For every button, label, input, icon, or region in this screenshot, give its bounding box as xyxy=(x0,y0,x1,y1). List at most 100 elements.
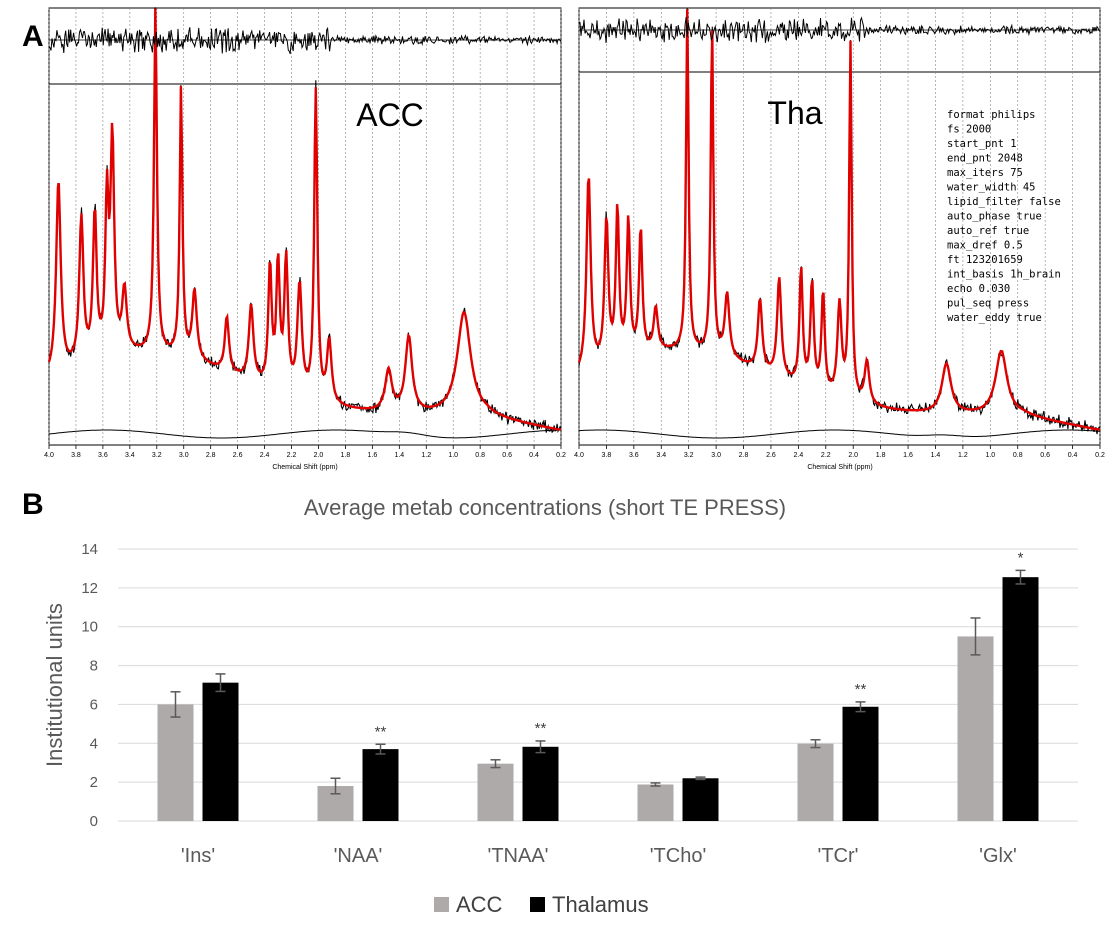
ppm-tick-label: 1.2 xyxy=(958,452,968,459)
x-category-label: 'NAA' xyxy=(334,845,383,867)
ppm-tick-label: 1.6 xyxy=(903,452,913,459)
legend-swatch xyxy=(434,897,449,912)
y-tick-label: 12 xyxy=(81,580,98,597)
ppm-tick-label: 0.4 xyxy=(1068,452,1078,459)
acc-plot-frame xyxy=(48,7,562,446)
fit-parameter-line: end_pnt 2048 xyxy=(947,153,1023,165)
fit-parameter-line: water_width 45 xyxy=(947,182,1036,194)
acc-residual-trace xyxy=(48,26,562,55)
ppm-tick-label: 1.8 xyxy=(341,452,351,459)
ppm-tick-label: 0.6 xyxy=(1040,452,1050,459)
thalamus-bar xyxy=(682,778,719,821)
fit-parameter-line: int_basis 1h_brain xyxy=(947,269,1061,281)
fit-parameter-line: fs 2000 xyxy=(947,124,991,136)
thalamus-bar xyxy=(522,746,559,821)
tha-fit-trace xyxy=(577,9,1100,431)
y-gridlines xyxy=(118,548,1078,822)
panel-b-letter: B xyxy=(22,488,44,521)
ppm-tick-label: 0.8 xyxy=(1013,452,1023,459)
ppm-tick-label: 3.6 xyxy=(98,452,108,459)
ppm-tick-label: 4.0 xyxy=(44,452,54,459)
x-category-label: 'Ins' xyxy=(181,845,215,867)
ppm-tick-label: 1.4 xyxy=(394,452,404,459)
ppm-tick-label: 0.6 xyxy=(502,452,512,459)
fit-parameter-line: lipid_filter false xyxy=(947,196,1061,208)
x-category-label: 'Glx' xyxy=(979,845,1017,867)
legend-label: Thalamus xyxy=(552,892,649,917)
ppm-tick-label: 2.2 xyxy=(821,452,831,459)
y-tick-label: 8 xyxy=(90,658,98,675)
ppm-tick-label: 0.2 xyxy=(1095,452,1105,459)
acc-bar xyxy=(317,786,354,821)
fit-parameter-line: auto_ref true xyxy=(947,225,1029,237)
y-axis-label: Institutional units xyxy=(42,603,67,767)
ppm-tick-label: 1.4 xyxy=(931,452,941,459)
acc-ppm-ticks: 4.0 3.8 3.6 3.4 3.2 3.0 2.8 2.6 2.4 2.2 2.0 1.8 1.6 1… xyxy=(44,445,566,459)
acc-x-axis-label: Chemical Shift (ppm) xyxy=(272,464,337,471)
acc-bar xyxy=(637,784,674,821)
ppm-tick-label: 3.6 xyxy=(629,452,639,459)
tha-spectrum-plot: 4.0 3.8 3.6 3.4 3.2 3.0 2.8 2.6 2.4 2.2 2.0 1.8 1.6 1… xyxy=(574,7,1105,471)
tha-ppm-grid xyxy=(578,8,1101,445)
tha-baseline-trace xyxy=(579,429,1101,439)
y-tick-label: 10 xyxy=(81,619,98,636)
ppm-tick-label: 3.2 xyxy=(684,452,694,459)
y-tick-label: 6 xyxy=(90,696,98,713)
ppm-tick-label: 2.4 xyxy=(794,452,804,459)
ppm-tick-label: 0.4 xyxy=(529,452,539,459)
acc-region-label: ACC xyxy=(356,97,424,133)
fit-parameters-list: format philips fs 2000 start_pnt 1 end_pnt … xyxy=(947,109,1061,324)
tha-plot-frame xyxy=(578,7,1101,446)
y-tick-label: 0 xyxy=(90,813,98,830)
legend-swatch xyxy=(530,897,545,912)
ppm-tick-label: 2.8 xyxy=(739,452,749,459)
significance-marker: * xyxy=(1018,549,1024,566)
ppm-tick-label: 3.0 xyxy=(179,452,189,459)
panel-a-letter: A xyxy=(22,20,44,53)
y-tick-label: 2 xyxy=(90,774,98,791)
ppm-tick-label: 1.0 xyxy=(448,452,458,459)
x-category-label: 'TCr' xyxy=(818,845,859,867)
ppm-tick-label: 2.6 xyxy=(233,452,243,459)
ppm-tick-label: 3.8 xyxy=(602,452,612,459)
acc-bar xyxy=(797,743,834,821)
legend: ACC Thalamus xyxy=(434,892,649,917)
y-axis-ticks: 0 2 4 6 8 10 12 14 xyxy=(81,541,98,830)
tha-residual-trace xyxy=(578,16,1101,43)
ppm-tick-label: 2.4 xyxy=(260,452,270,459)
fit-parameter-line: start_pnt 1 xyxy=(947,138,1017,150)
tha-ppm-ticks: 4.0 3.8 3.6 3.4 3.2 3.0 2.8 2.6 2.4 2.2 2.0 1.8 1.6 1… xyxy=(574,445,1105,459)
ppm-tick-label: 2.8 xyxy=(206,452,216,459)
acc-spectrum-plot: 4.0 3.8 3.6 3.4 3.2 3.0 2.8 2.6 2.4 2.2 2.0 1.8 1.6 1… xyxy=(44,7,566,471)
significance-marker: ** xyxy=(535,720,547,737)
ppm-tick-label: 3.0 xyxy=(711,452,721,459)
acc-ppm-grid xyxy=(48,8,562,445)
acc-bar xyxy=(157,704,194,821)
ppm-tick-label: 0.2 xyxy=(556,452,566,459)
ppm-tick-label: 2.0 xyxy=(314,452,324,459)
ppm-tick-label: 1.2 xyxy=(421,452,431,459)
thalamus-bar xyxy=(362,749,399,821)
ppm-tick-label: 2.2 xyxy=(287,452,297,459)
ppm-tick-label: 3.4 xyxy=(656,452,666,459)
thalamus-bar xyxy=(202,682,239,821)
ppm-tick-label: 4.0 xyxy=(574,452,584,459)
acc-bar xyxy=(477,763,514,821)
ppm-tick-label: 0.8 xyxy=(475,452,485,459)
ppm-tick-label: 1.6 xyxy=(368,452,378,459)
significance-markers: ** ***** xyxy=(375,549,1024,740)
fit-parameter-line: echo 0.030 xyxy=(947,283,1010,295)
fit-parameter-line: ft 123201659 xyxy=(947,254,1023,266)
legend-label: ACC xyxy=(456,892,503,917)
thalamus-bar xyxy=(842,706,879,821)
ppm-tick-label: 1.0 xyxy=(985,452,995,459)
tha-x-axis-label: Chemical Shift (ppm) xyxy=(807,464,872,471)
fit-parameter-line: auto_phase true xyxy=(947,211,1042,223)
ppm-tick-label: 2.6 xyxy=(766,452,776,459)
acc-fit-trace xyxy=(47,8,561,431)
ppm-tick-label: 3.8 xyxy=(71,452,81,459)
thalamus-bar xyxy=(1002,577,1039,821)
error-bars xyxy=(170,569,1026,795)
x-category-label: 'TNAA' xyxy=(488,845,549,867)
ppm-tick-label: 3.2 xyxy=(152,452,162,459)
